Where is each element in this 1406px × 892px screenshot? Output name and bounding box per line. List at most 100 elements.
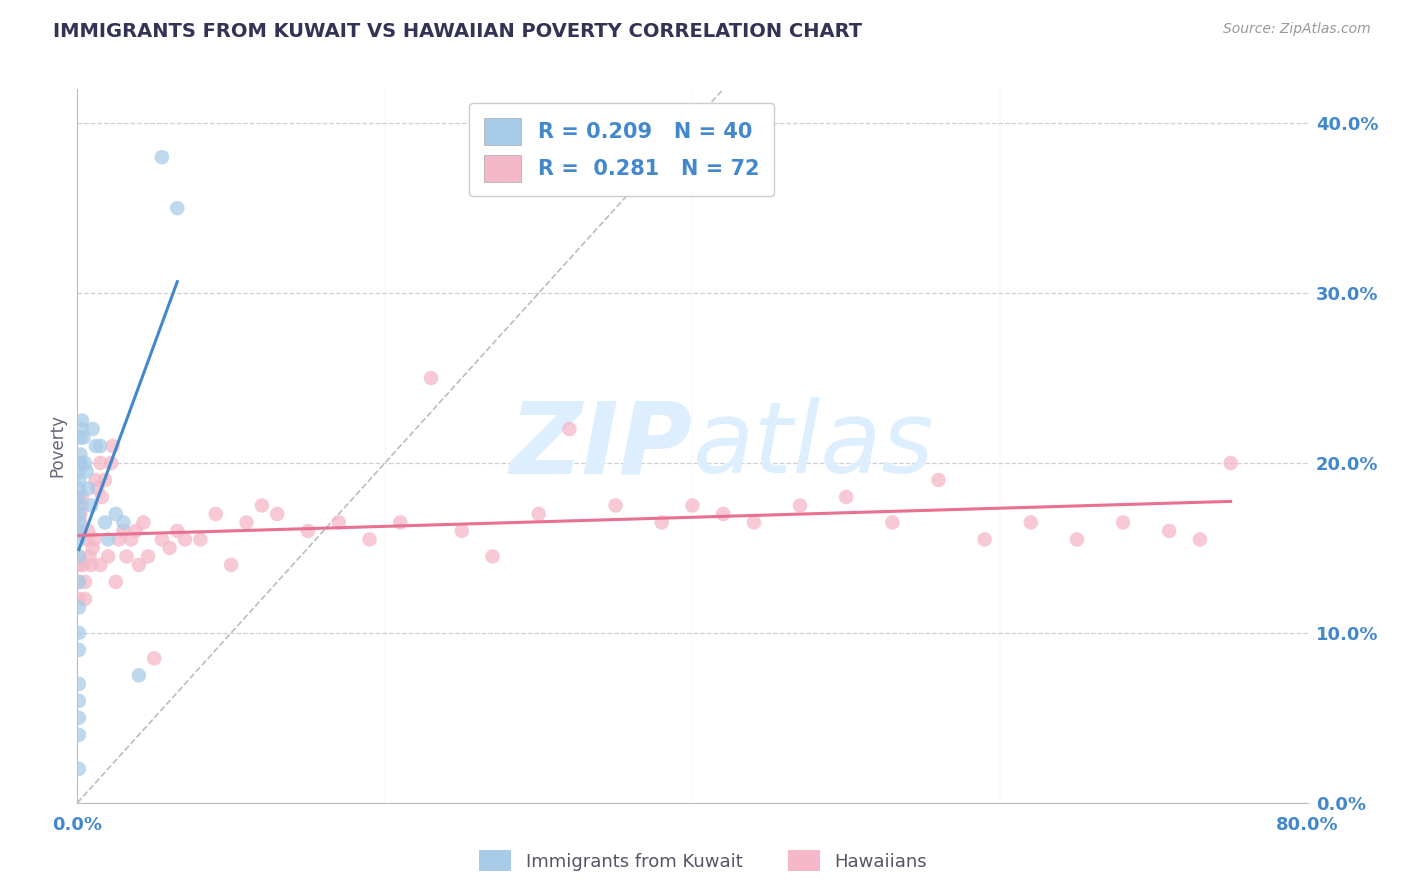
Point [128,668,150,682]
Point [67,626,90,640]
Point [1219,456,1241,470]
Point [128,558,150,572]
Point [174,533,197,547]
Point [84,439,107,453]
Point [100,456,122,470]
Point [67,711,90,725]
Point [1112,516,1135,530]
Point [297,524,319,538]
Point [973,533,995,547]
Point [328,516,350,530]
Point [77,482,100,496]
Point [94,516,117,530]
Text: IMMIGRANTS FROM KUWAIT VS HAWAIIAN POVERTY CORRELATION CHART: IMMIGRANTS FROM KUWAIT VS HAWAIIAN POVER… [53,22,862,41]
Point [67,728,90,742]
Point [115,549,138,564]
Legend: Immigrants from Kuwait, Hawaiians: Immigrants from Kuwait, Hawaiians [471,843,935,879]
Point [79,549,101,564]
Point [67,465,90,479]
Point [90,490,114,504]
Point [67,549,90,564]
Point [1066,533,1088,547]
Point [73,591,96,606]
Point [83,533,105,547]
Point [450,524,472,538]
Point [1188,533,1211,547]
Point [389,516,412,530]
Point [112,524,135,538]
Point [86,482,108,496]
Point [67,574,90,589]
Point [67,600,90,615]
Point [70,499,93,513]
Point [72,430,94,444]
Point [97,533,120,547]
Point [742,516,765,530]
Point [67,490,90,504]
Point [67,591,90,606]
Point [69,430,91,444]
Point [69,516,91,530]
Point [69,456,91,470]
Point [120,533,142,547]
Point [136,549,159,564]
Legend: R = 0.209   N = 40, R =  0.281   N = 72: R = 0.209 N = 40, R = 0.281 N = 72 [470,103,773,196]
Point [188,533,212,547]
Point [250,499,273,513]
Point [108,533,131,547]
Point [882,516,904,530]
Point [711,507,734,521]
Point [82,541,104,555]
Point [67,762,90,776]
Point [1159,524,1181,538]
Point [481,549,503,564]
Point [89,456,111,470]
Point [70,413,93,427]
Point [928,473,950,487]
Point [67,473,90,487]
Point [359,533,381,547]
Point [789,499,811,513]
Point [219,558,242,572]
Text: Source: ZipAtlas.com: Source: ZipAtlas.com [1223,22,1371,37]
Point [112,516,135,530]
Point [150,533,173,547]
Y-axis label: Poverty: Poverty [48,415,66,477]
Point [80,558,103,572]
Point [67,694,90,708]
Point [69,507,91,521]
Point [651,516,673,530]
Point [159,541,181,555]
Text: atlas: atlas [693,398,934,494]
Point [76,533,98,547]
Point [67,677,90,691]
Point [166,201,188,215]
Point [235,516,257,530]
Point [97,549,120,564]
Point [101,439,124,453]
Point [104,574,127,589]
Point [143,651,166,665]
Point [266,507,288,521]
Point [67,558,90,572]
Point [84,473,107,487]
Point [67,507,90,521]
Point [76,465,98,479]
Point [682,499,704,513]
Text: ZIP: ZIP [509,398,693,494]
Point [204,507,226,521]
Point [67,524,90,538]
Point [67,499,90,513]
Point [125,524,148,538]
Point [70,422,93,436]
Point [89,558,111,572]
Point [67,574,90,589]
Point [558,422,581,436]
Point [77,524,100,538]
Point [420,371,443,385]
Point [67,456,90,470]
Point [67,516,90,530]
Point [605,499,627,513]
Point [67,524,90,538]
Point [89,439,111,453]
